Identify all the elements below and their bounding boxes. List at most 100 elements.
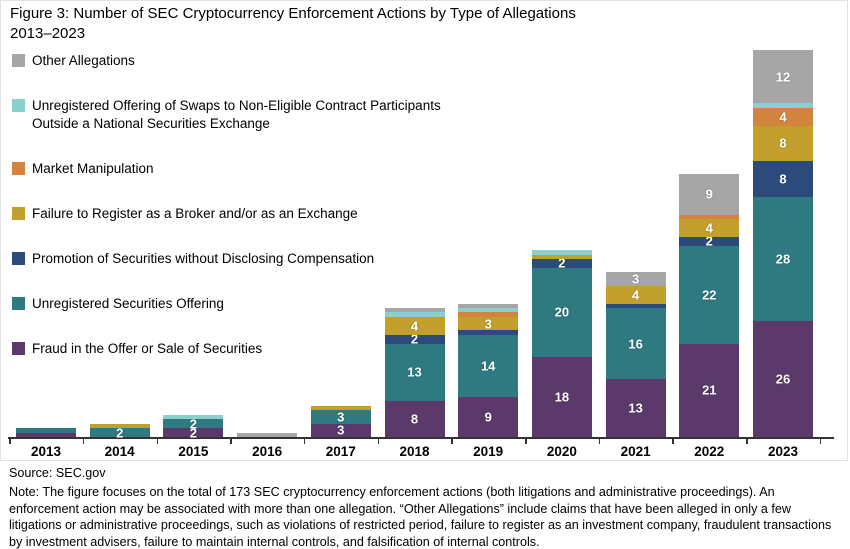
bar-segment-unregistered-2018: 13 <box>384 343 445 402</box>
bar-segment-value: 8 <box>410 411 419 427</box>
x-axis-label-2020: 2020 <box>546 444 577 459</box>
x-axis-tick <box>303 439 306 444</box>
bar-segment-other-2016 <box>237 432 298 437</box>
bar-segment-value: 13 <box>628 400 643 416</box>
bar-segment-unregistered-2014: 2 <box>89 425 150 441</box>
bar-segment-value: 4 <box>705 220 713 236</box>
x-axis-tick <box>451 439 453 444</box>
bar-segment-fraud-2017: 3 <box>310 422 371 438</box>
bar-segment-value: 13 <box>407 364 422 380</box>
x-axis-label-2019: 2019 <box>473 444 504 459</box>
x-axis-tick <box>819 439 822 444</box>
bar-segment-swaps-2020 <box>531 250 592 255</box>
bar-segment-broker-2019: 3 <box>458 316 519 332</box>
legend-label: Fraud in the Offer or Sale of Securities <box>32 341 263 356</box>
legend-label: Promotion of Securities without Disclosi… <box>32 251 375 266</box>
bar-segment-broker-2021: 4 <box>605 285 666 304</box>
bar-segment-value: 2 <box>558 255 566 271</box>
bar-segment-fraud-2018: 8 <box>384 401 445 437</box>
x-axis-tick <box>377 439 380 444</box>
bar-segment-unregistered-2013 <box>16 428 76 433</box>
bar-segment-promotion-2020: 2 <box>531 255 592 271</box>
legend-swatch-icon <box>12 162 25 175</box>
legend-label: Unregistered Securities Offering <box>32 296 224 311</box>
bar-segment-swaps-2018 <box>384 312 445 317</box>
bar-segment-value: 4 <box>410 318 419 334</box>
bar-segment-fraud-2015: 2 <box>163 425 224 441</box>
bar-segment-value: 21 <box>702 382 717 398</box>
bar-segment-manipulation-2023: 4 <box>753 107 813 126</box>
legend-swatch-icon <box>12 297 25 310</box>
bar-segment-manipulation-2019 <box>458 312 519 317</box>
x-axis-label-2013: 2013 <box>30 444 62 459</box>
bar-segment-value: 3 <box>337 422 345 438</box>
bar-segment-swaps-2015 <box>163 414 224 420</box>
legend-item-promotion: Promotion of Securities without Disclosi… <box>12 250 482 268</box>
bar-segment-value: 3 <box>631 271 640 287</box>
bar-segment-value: 4 <box>631 287 640 303</box>
bar-segment-value: 22 <box>702 287 717 303</box>
bar-segment-fraud-2019: 9 <box>458 396 519 437</box>
legend-swatch-icon <box>12 342 25 355</box>
bar-segment-promotion-2021 <box>605 303 666 308</box>
bar-segment-value: 2 <box>410 331 419 347</box>
legend-item-other: Other Allegations <box>12 52 482 70</box>
bar-segment-broker-2018: 4 <box>384 316 445 335</box>
bar-segment-unregistered-2015: 2 <box>163 416 224 432</box>
x-axis-label-2017: 2017 <box>325 444 356 459</box>
x-axis-label-2021: 2021 <box>620 444 651 459</box>
bar-segment-unregistered-2023: 28 <box>753 196 813 322</box>
bar-segment-swaps-2023 <box>753 103 813 108</box>
bar-segment-broker-2017 <box>310 405 371 411</box>
bar-segment-unregistered-2019: 14 <box>458 334 519 397</box>
legend-swatch-icon <box>12 99 25 112</box>
legend-swatch-icon <box>12 54 25 67</box>
legend-swatch-icon <box>12 207 25 220</box>
bar-segment-value: 8 <box>779 135 787 151</box>
bar-segment-other-2022: 9 <box>679 174 740 215</box>
bar-segment-value: 9 <box>484 409 492 425</box>
legend-label: Unregistered Offering of Swaps to Non-El… <box>32 98 441 131</box>
x-axis-tick <box>746 439 748 444</box>
plot-area: 2013 2 2014 2 2 2015 2016 3 3 2017 8 13 2 4 2018 9 14 3 20… <box>8 49 834 459</box>
bar-segment-value: 2 <box>705 233 713 249</box>
legend-item-broker: Failure to Register as a Broker and/or a… <box>12 205 482 223</box>
bar-segment-value: 20 <box>554 304 570 320</box>
legend-label: Failure to Register as a Broker and/or a… <box>32 206 358 221</box>
bar-segment-other-2023: 12 <box>753 49 813 104</box>
bar-segment-value: 12 <box>775 69 791 85</box>
legend-item-manipulation: Market Manipulation <box>12 160 482 178</box>
x-axis-tick <box>525 439 527 444</box>
x-axis-label-2015: 2015 <box>178 444 209 459</box>
bar-segment-value: 9 <box>705 186 713 202</box>
bar-segment-manipulation-2022 <box>679 214 740 219</box>
bar-segment-fraud-2013 <box>16 432 76 437</box>
bar-segment-value: 26 <box>775 371 791 387</box>
bar-segment-other-2021: 3 <box>605 271 666 287</box>
bar-segment-fraud-2022: 21 <box>679 343 740 437</box>
bar-segment-value: 2 <box>189 416 197 432</box>
figure-title: Figure 3: Number of SEC Cryptocurrency E… <box>10 4 650 44</box>
bar-segment-value: 28 <box>775 251 791 267</box>
x-axis-tick <box>82 439 85 444</box>
legend: Other Allegations Unregistered Offering o… <box>12 52 482 385</box>
bar-segment-promotion-2019 <box>458 330 519 335</box>
note-text: Note: The figure focuses on the total of… <box>9 484 832 549</box>
bar-segment-unregistered-2021: 16 <box>605 307 666 380</box>
bar-segment-value: 2 <box>116 425 124 441</box>
bar-segment-swaps-2019 <box>458 307 519 313</box>
bar-segment-fraud-2021: 13 <box>605 379 666 437</box>
x-axis-label-2023: 2023 <box>767 444 799 459</box>
bar-segment-unregistered-2022: 22 <box>679 245 740 344</box>
x-axis-tick <box>156 439 159 444</box>
x-axis-label-2014: 2014 <box>104 444 135 459</box>
x-axis-label-2018: 2018 <box>399 444 430 459</box>
bar-segment-value: 3 <box>337 409 345 425</box>
bar-segment-unregistered-2020: 20 <box>531 267 592 357</box>
x-axis-label-2022: 2022 <box>694 444 725 459</box>
x-axis-tick <box>672 439 674 444</box>
bar-segment-value: 2 <box>189 425 197 441</box>
bar-segment-value: 3 <box>484 316 492 332</box>
legend-item-fraud: Fraud in the Offer or Sale of Securities <box>12 340 482 358</box>
bar-segment-broker-2014 <box>89 423 150 429</box>
